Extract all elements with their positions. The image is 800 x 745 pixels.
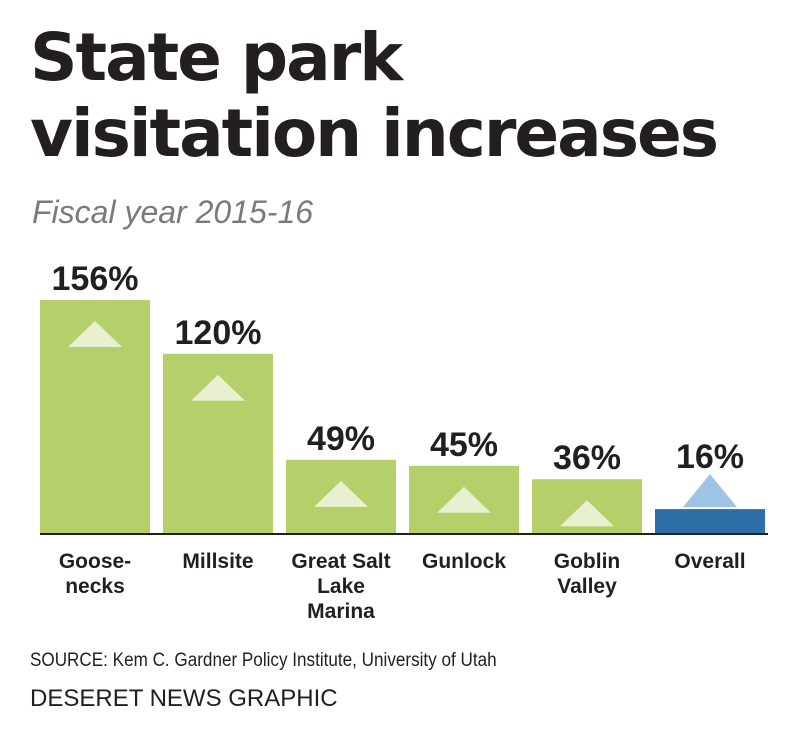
value-label-4: 36%: [553, 439, 621, 477]
category-label-0: Goose-necks: [59, 550, 131, 598]
up-arrow-icon: [560, 500, 614, 527]
value-label-2: 49%: [307, 420, 375, 458]
up-arrow-icon: [68, 321, 122, 347]
up-arrow-icon: [683, 474, 737, 508]
category-label-3: Gunlock: [422, 550, 506, 573]
value-label-0: 156%: [52, 260, 139, 298]
chart-title-line-1: State park: [30, 19, 403, 96]
category-label-1: Millsite: [182, 550, 253, 573]
source-note: SOURCE: Kem C. Gardner Policy Institute,…: [30, 650, 497, 671]
up-arrow-icon: [191, 374, 245, 401]
up-arrow-icon: [437, 486, 491, 513]
value-label-5: 16%: [676, 438, 744, 476]
chart-title: State park visitation increases: [30, 19, 719, 172]
chart-title-line-2: visitation increases: [30, 95, 719, 172]
category-label-4: Goblin Valley: [554, 550, 621, 598]
graphic-credit: DESERET NEWS GRAPHIC: [30, 685, 338, 712]
category-label-5: Overall: [674, 550, 745, 573]
category-label-2: Great Salt Lake Marina: [291, 550, 390, 623]
bar-5: [655, 509, 765, 533]
up-arrow-icon: [314, 480, 368, 507]
chart-subtitle: Fiscal year 2015-16: [32, 194, 314, 230]
value-label-1: 120%: [175, 314, 262, 352]
value-label-3: 45%: [430, 426, 498, 464]
